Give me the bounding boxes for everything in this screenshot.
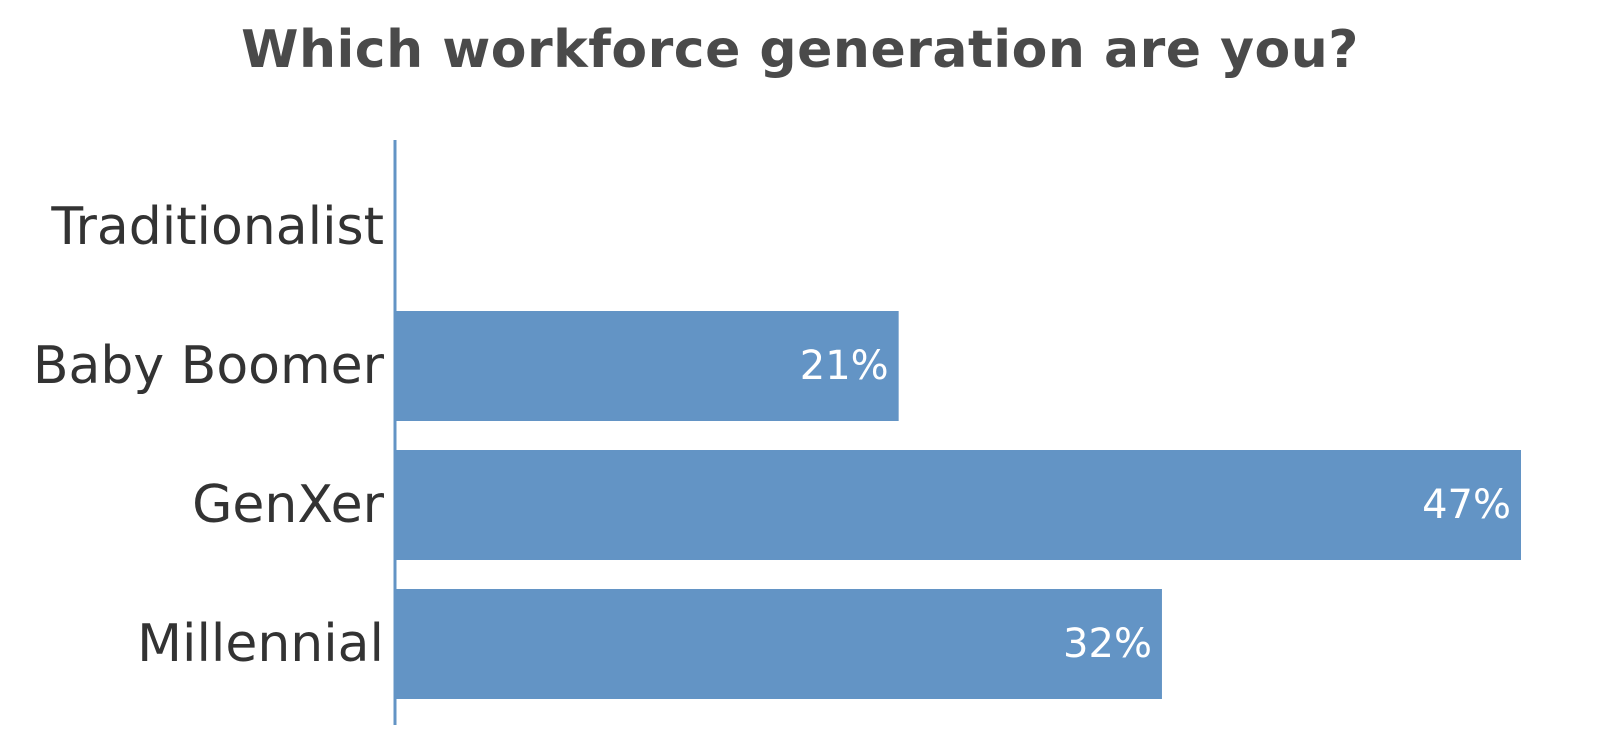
labels-layer: Traditionalist Baby Boomer 21% GenXer 47% Mil…: [33, 197, 1511, 674]
value-label-baby-boomer: 21%: [800, 343, 889, 389]
category-label-baby-boomer: Baby Boomer: [33, 336, 385, 396]
category-label-genxer: GenXer: [192, 475, 385, 535]
bars-layer: [396, 311, 1521, 699]
bar-baby-boomer: [396, 311, 899, 421]
chart-title: Which workforce generation are you?: [241, 20, 1359, 80]
value-label-millennial: 32%: [1063, 621, 1152, 667]
bar-millennial: [396, 589, 1162, 699]
value-label-genxer: 47%: [1422, 482, 1511, 528]
bar-genxer: [396, 450, 1521, 560]
category-label-traditionalist: Traditionalist: [50, 197, 384, 257]
category-label-millennial: Millennial: [137, 614, 384, 674]
